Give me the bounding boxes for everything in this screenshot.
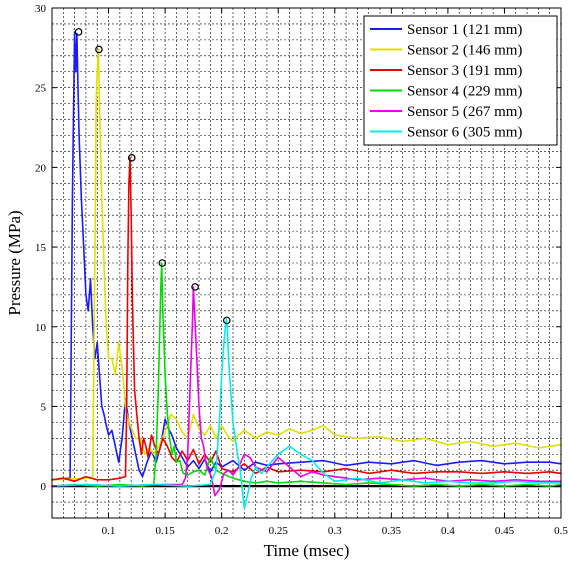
y-tick-label: 5 <box>41 401 47 413</box>
x-axis-title: Time (msec) <box>264 541 350 560</box>
series-line-2 <box>51 48 562 481</box>
y-tick-label: 20 <box>35 162 47 174</box>
legend: Sensor 1 (121 mm) Sensor 2 (146 mm) Sensor… <box>363 15 558 146</box>
y-tick-label: 0 <box>41 481 47 493</box>
tick-layer: 0.1 0.15 0.2 0.25 0.3 0.35 0.4 0.45 0.5 0 5 10 15 20 2… <box>35 3 568 537</box>
y-tick-label: 30 <box>35 3 47 15</box>
y-tick-label: 15 <box>35 242 47 254</box>
series-line-4 <box>51 262 562 487</box>
legend-label-2: Sensor 2 (146 mm) <box>407 43 522 59</box>
peak-marker-3 <box>127 154 136 162</box>
series-line-6 <box>51 317 562 510</box>
peak-marker-layer <box>74 28 231 325</box>
legend-label-6: Sensor 6 (305 mm) <box>407 125 522 141</box>
x-tick-label: 0.3 <box>328 525 342 537</box>
y-axis-title: Pressure (MPa) <box>5 210 24 315</box>
x-tick-label: 0.25 <box>269 525 289 537</box>
series-line-3 <box>51 157 562 483</box>
x-tick-label: 0.35 <box>382 525 402 537</box>
legend-label-4: Sensor 4 (229 mm) <box>407 84 522 100</box>
legend-label-1: Sensor 1 (121 mm) <box>407 22 522 38</box>
x-tick-label: 0.5 <box>554 525 568 537</box>
x-tick-label: 0.4 <box>441 525 455 537</box>
x-tick-label: 0.15 <box>155 525 175 537</box>
legend-label-3: Sensor 3 (191 mm) <box>407 63 522 79</box>
peak-marker-1 <box>74 28 83 36</box>
series-layer <box>51 31 562 510</box>
x-tick-label: 0.2 <box>215 525 229 537</box>
x-tick-label: 0.1 <box>102 525 116 537</box>
y-tick-label: 10 <box>35 322 47 334</box>
x-tick-label: 0.45 <box>495 525 515 537</box>
plot-frame <box>51 7 562 519</box>
legend-box <box>363 15 558 146</box>
peak-marker-5 <box>191 283 199 291</box>
legend-label-5: Sensor 5 (267 mm) <box>407 104 522 120</box>
peak-marker-6 <box>222 316 231 325</box>
peak-marker-4 <box>158 259 167 267</box>
peak-marker-2 <box>95 45 103 54</box>
y-tick-label: 25 <box>35 83 47 95</box>
